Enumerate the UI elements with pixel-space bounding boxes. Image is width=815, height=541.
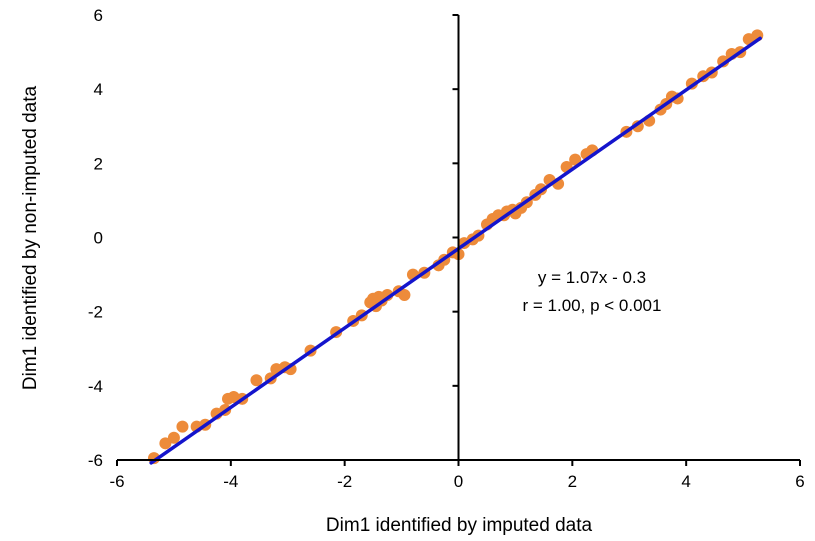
y-tick-label: -4 — [88, 377, 103, 396]
regression-line — [149, 36, 762, 465]
y-tick-label: 2 — [94, 154, 103, 173]
data-point — [250, 374, 263, 387]
text-layer: Dim1 identified by imputed data Dim1 ide… — [20, 85, 661, 536]
data-point — [159, 437, 172, 450]
y-tick-label: 0 — [94, 229, 103, 248]
x-tick-label: -4 — [223, 472, 238, 491]
data-point — [569, 153, 582, 166]
x-axis-title: Dim1 identified by imputed data — [326, 515, 593, 536]
y-tick-label: -2 — [88, 303, 103, 322]
data-point — [167, 431, 180, 444]
annotation-equation: y = 1.07x - 0.3 — [538, 268, 646, 287]
y-tick-label: 4 — [94, 80, 103, 99]
x-tick-label: 6 — [795, 472, 804, 491]
ticks-layer: -6 -4 -2 0 2 4 6 -6 -4 -2 0 2 4 6 — [88, 6, 805, 491]
fit-layer — [149, 36, 762, 465]
x-tick-label: 2 — [568, 472, 577, 491]
x-tick-label: -6 — [109, 472, 124, 491]
y-axis-title: Dim1 identified by non-imputed data — [20, 85, 41, 390]
x-tick-label: 0 — [454, 472, 463, 491]
y-tick-label: 6 — [94, 6, 103, 25]
y-tick-label: -6 — [88, 451, 103, 470]
x-tick-label: -2 — [337, 472, 352, 491]
annotation-correlation: r = 1.00, p < 0.001 — [523, 296, 662, 315]
x-tick-label: 4 — [681, 472, 690, 491]
data-point — [176, 420, 189, 433]
data-point — [398, 288, 411, 301]
